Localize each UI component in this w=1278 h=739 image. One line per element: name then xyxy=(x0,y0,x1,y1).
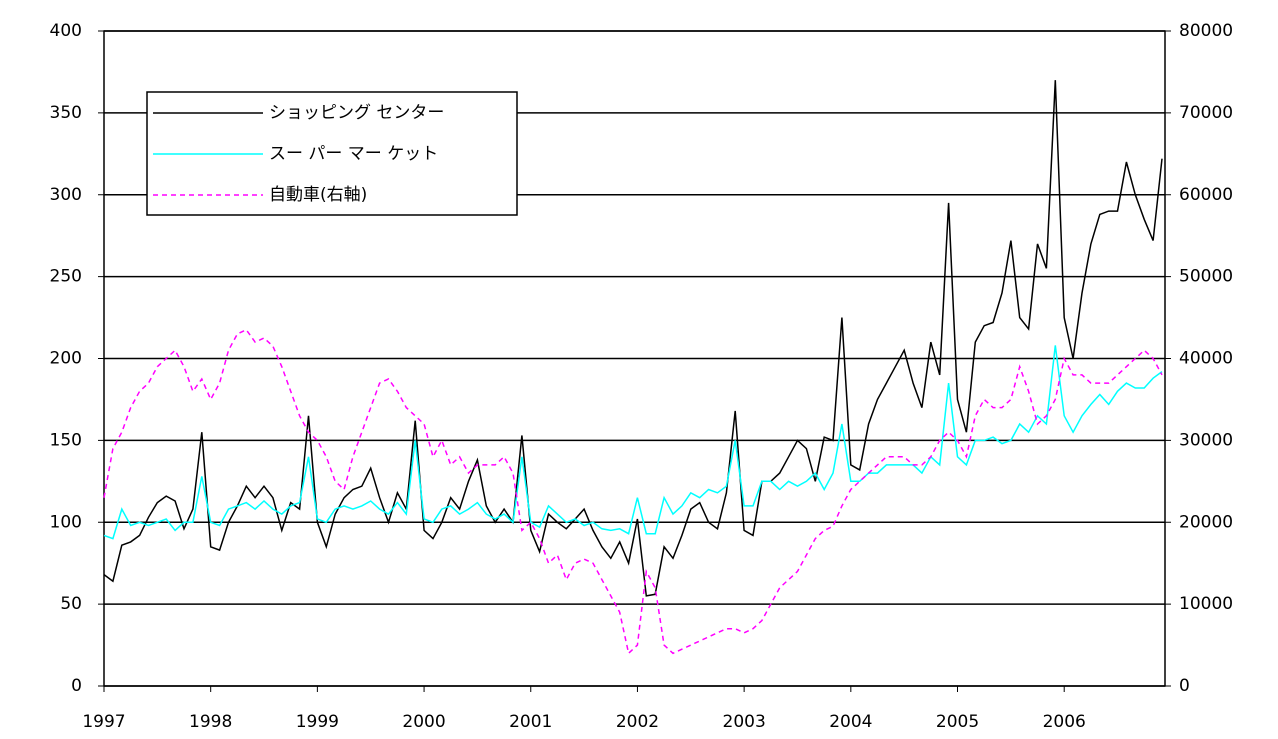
series-line xyxy=(103,328,1163,655)
y2-tick-label: 60000 xyxy=(1179,185,1233,205)
legend-label: ショッピング センター xyxy=(269,103,444,123)
y2-tick-label: 10000 xyxy=(1179,594,1233,614)
x-tick-label: 2002 xyxy=(616,712,659,732)
x-tick-label: 1997 xyxy=(82,712,125,732)
y-tick-label: 250 xyxy=(50,267,82,287)
x-tick-label: 2003 xyxy=(723,712,766,732)
y-tick-label: 50 xyxy=(60,594,82,614)
y2-tick-label: 80000 xyxy=(1179,21,1233,41)
x-tick-label: 2005 xyxy=(936,712,979,732)
x-tick-label: 2006 xyxy=(1043,712,1086,732)
y-tick-label: 0 xyxy=(71,676,82,696)
series-line xyxy=(103,345,1163,540)
y-tick-label: 100 xyxy=(50,512,82,532)
x-tick-label: 1999 xyxy=(296,712,339,732)
y-tick-label: 150 xyxy=(50,430,82,450)
y2-tick-label: 20000 xyxy=(1179,512,1233,532)
x-tick-label: 2004 xyxy=(829,712,872,732)
x-tick-label: 2000 xyxy=(402,712,445,732)
y2-tick-label: 40000 xyxy=(1179,349,1233,369)
y2-tick-label: 70000 xyxy=(1179,103,1233,123)
y-tick-label: 400 xyxy=(50,21,82,41)
y2-tick-label: 0 xyxy=(1179,676,1190,696)
y2-tick-label: 50000 xyxy=(1179,267,1233,287)
y2-tick-label: 30000 xyxy=(1179,430,1233,450)
legend-label: スー パー マー ケット xyxy=(269,144,438,164)
y-tick-label: 300 xyxy=(50,185,82,205)
y-tick-label: 350 xyxy=(50,103,82,123)
x-tick-label: 1998 xyxy=(189,712,232,732)
x-tick-label: 2001 xyxy=(509,712,552,732)
y-tick-label: 200 xyxy=(50,349,82,369)
legend-label: 自動車(右軸) xyxy=(269,185,367,205)
series-line xyxy=(103,80,1163,597)
